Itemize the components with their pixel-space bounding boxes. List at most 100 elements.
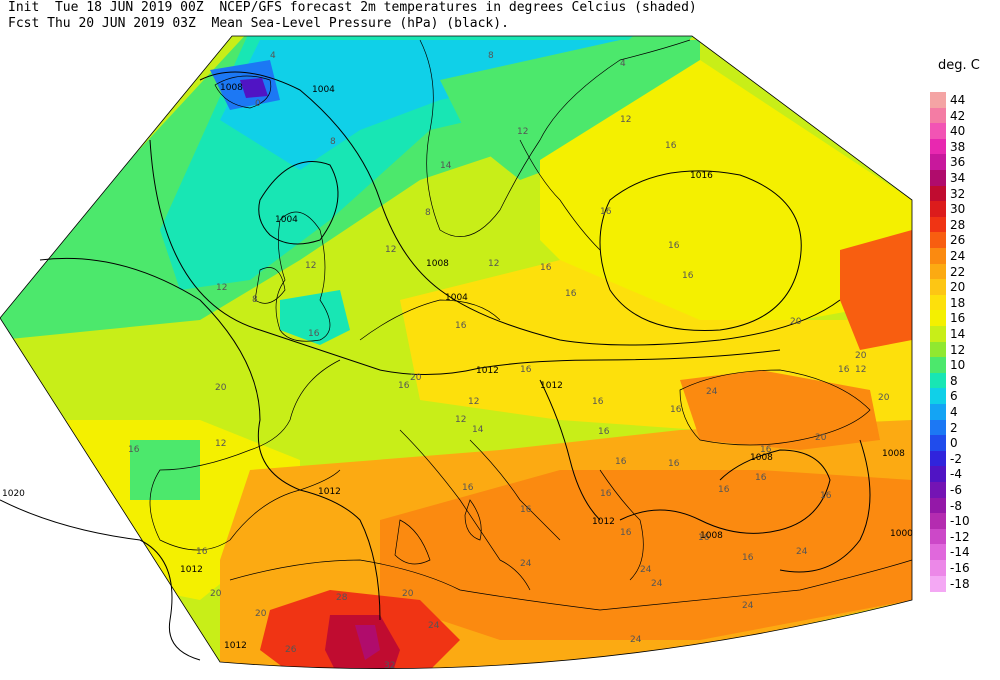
temp-label: 16 <box>540 263 552 273</box>
pressure-label: 1020 <box>2 489 25 499</box>
temp-label: 20 <box>815 433 827 443</box>
legend-value: 36 <box>950 155 966 170</box>
temp-label: 8 <box>252 295 258 305</box>
temp-label: 16 <box>668 459 680 469</box>
legend-entry: -8 <box>930 497 1000 514</box>
legend-swatch <box>930 341 946 358</box>
legend-entry: 18 <box>930 294 1000 311</box>
legend-entry: -10 <box>930 513 1000 530</box>
legend-swatch <box>930 388 946 405</box>
legend-entry: 22 <box>930 263 1000 280</box>
legend-swatch <box>930 185 946 202</box>
pressure-label: 1004 <box>445 293 468 303</box>
pressure-label: 1008 <box>426 259 449 269</box>
legend-swatch <box>930 310 946 327</box>
temp-label: 12 <box>855 365 866 375</box>
pressure-label: 1008 <box>220 83 243 93</box>
map-title-line1: Init Tue 18 JUN 2019 00Z NCEP/GFS foreca… <box>8 0 697 15</box>
legend-title: deg. C <box>938 58 980 73</box>
legend-value: 2 <box>950 420 958 435</box>
coastlines <box>149 39 913 611</box>
pressure-label: 1012 <box>224 641 247 651</box>
legend-value: -12 <box>950 529 970 544</box>
legend-swatch <box>930 326 946 342</box>
legend-entry: 10 <box>930 357 1000 374</box>
temp-label: 12 <box>620 115 631 125</box>
legend-swatch <box>930 216 946 233</box>
legend-entry: 32 <box>930 185 1000 202</box>
temp-label: 16 <box>600 489 612 499</box>
legend-value: -8 <box>950 498 962 513</box>
legend-entry: -6 <box>930 482 1000 498</box>
legend-entry: 4 <box>930 404 1000 420</box>
temperature-labels: 8 4 0 4 12 12 14 12 16 16 16 16 16 8 8 1… <box>128 51 890 671</box>
legend-value: -4 <box>950 467 962 482</box>
legend-entry: 6 <box>930 388 1000 405</box>
legend-value: 28 <box>950 217 966 232</box>
legend-swatch <box>930 497 946 514</box>
temp-label: 4 <box>620 59 626 69</box>
legend-swatch <box>930 357 946 374</box>
temp-label: 16 <box>196 547 208 557</box>
legend-value: 38 <box>950 139 966 154</box>
legend-swatch <box>930 154 946 171</box>
temp-label: 16 <box>755 473 767 483</box>
temp-label: 16 <box>665 141 677 151</box>
legend-swatch <box>930 201 946 218</box>
temp-label: 16 <box>398 381 410 391</box>
legend-swatch <box>930 92 946 108</box>
legend-entry: 26 <box>930 232 1000 249</box>
temp-label: 24 <box>630 635 642 645</box>
temp-label: 14 <box>440 161 452 171</box>
temp-label: 20 <box>410 373 422 383</box>
temp-label: 24 <box>640 565 652 575</box>
temp-label: 16 <box>615 457 627 467</box>
temp-label: 14 <box>472 425 484 435</box>
legend-value: 0 <box>950 436 958 451</box>
temp-label: 16 <box>598 427 610 437</box>
temp-label: 16 <box>520 365 532 375</box>
legend-swatch <box>930 575 946 592</box>
legend-entry: 30 <box>930 201 1000 218</box>
pressure-label: 1012 <box>476 366 499 376</box>
map-boundary <box>0 35 913 670</box>
legend-entry: 40 <box>930 123 1000 140</box>
temp-label: 12 <box>517 127 528 137</box>
legend-value: -14 <box>950 545 970 560</box>
legend-entry: -12 <box>930 528 1000 545</box>
legend-swatch <box>930 404 946 420</box>
legend-swatch <box>930 372 946 389</box>
forecast-map: 8 4 0 4 12 12 14 12 16 16 16 16 16 8 8 1… <box>0 35 913 671</box>
temp-label: 12 <box>385 245 396 255</box>
temp-label: 16 <box>760 445 772 455</box>
temp-label: 16 <box>565 289 577 299</box>
legend-entry: 8 <box>930 372 1000 389</box>
temperature-field <box>0 36 912 669</box>
pressure-label: 1012 <box>592 517 615 527</box>
temp-label: 12 <box>216 283 227 293</box>
temp-label: 16 <box>698 533 710 543</box>
temp-label: 12 <box>455 415 466 425</box>
legend-entry: 28 <box>930 216 1000 233</box>
legend-swatch <box>930 419 946 436</box>
temp-label: 16 <box>718 485 730 495</box>
temp-label: 20 <box>255 609 267 619</box>
legend-entry: 38 <box>930 138 1000 155</box>
legend-entry: -14 <box>930 544 1000 561</box>
temp-label: 12 <box>468 397 479 407</box>
legend-swatch <box>930 107 946 124</box>
temp-label: 8 <box>425 208 431 218</box>
legend-value: -18 <box>950 576 970 591</box>
legend-value: 30 <box>950 202 966 217</box>
legend-entry: 36 <box>930 154 1000 171</box>
pressure-label: 1012 <box>540 381 563 391</box>
legend-entry: 12 <box>930 341 1000 358</box>
temp-label: 8 <box>330 137 336 147</box>
pressure-labels: 1004 1008 1004 1008 1004 1012 1012 1016 … <box>2 83 913 651</box>
legend-swatch <box>930 466 946 483</box>
legend-value: 6 <box>950 389 958 404</box>
temp-label: 12 <box>488 259 499 269</box>
temp-label: 16 <box>820 491 832 501</box>
temp-label: 16 <box>668 241 680 251</box>
temp-label: 20 <box>790 317 802 327</box>
